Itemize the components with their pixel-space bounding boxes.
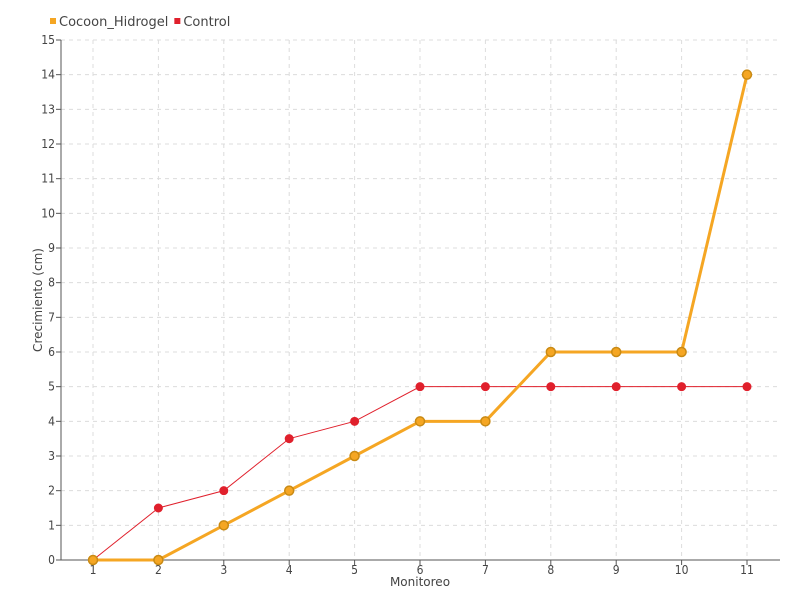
y-tick-label: 8 (48, 276, 55, 290)
data-point (153, 503, 163, 513)
data-point (218, 520, 230, 531)
data-point (676, 346, 687, 358)
data-point (546, 382, 556, 392)
x-tick-label: 5 (351, 563, 358, 577)
x-tick-label: 10 (675, 563, 689, 577)
data-point (545, 346, 557, 358)
x-axis-label: Monitoreo (390, 575, 450, 589)
data-point (87, 554, 99, 566)
legend: Cocoon_Hidrogel Control (50, 15, 230, 30)
y-axis-label: Crecimiento (cm) (31, 248, 45, 352)
series-layer (87, 69, 753, 566)
y-tick-label: 5 (48, 380, 55, 394)
data-point (415, 382, 425, 392)
y-tick-label: 12 (41, 137, 55, 151)
data-point (480, 416, 491, 427)
y-tick-label: 1 (48, 518, 55, 532)
y-tick-label: 2 (48, 484, 55, 498)
x-tick-label: 9 (613, 563, 620, 577)
x-tick-label: 7 (482, 563, 489, 577)
y-tick-label: 9 (48, 241, 55, 255)
x-tick-label: 1 (90, 563, 97, 577)
x-tick-label: 8 (547, 563, 554, 577)
y-tick-label: 6 (48, 345, 55, 359)
data-point (611, 382, 621, 392)
y-tick-label: 0 (48, 553, 55, 567)
y-tick-label: 10 (41, 206, 55, 220)
y-tick-label: 15 (41, 33, 55, 47)
y-tick-label: 14 (41, 68, 55, 82)
legend-label: Control (183, 15, 230, 30)
y-tick-label: 11 (41, 172, 55, 186)
y-tick-label: 4 (48, 414, 55, 428)
grid (61, 39, 780, 560)
data-point (480, 382, 490, 392)
data-point (284, 434, 294, 444)
x-tick-label: 11 (740, 563, 754, 577)
y-tick-label: 3 (48, 449, 55, 463)
x-tick-label: 3 (220, 563, 227, 577)
x-tick-label: 4 (286, 563, 293, 577)
series-control (88, 382, 752, 565)
data-point (677, 382, 687, 392)
data-point (742, 382, 752, 392)
series-cocoon-hidrogel (87, 69, 753, 566)
data-point (283, 485, 295, 496)
y-tick-label: 13 (41, 102, 55, 116)
x-tick-label: 2 (155, 563, 162, 577)
legend-label: Cocoon_Hidrogel (59, 15, 168, 30)
legend-swatch (50, 18, 56, 24)
data-point (610, 346, 622, 358)
data-point (741, 69, 753, 80)
data-point (219, 486, 229, 496)
legend-swatch (174, 18, 181, 24)
y-tick-label: 7 (48, 310, 55, 324)
data-point (414, 416, 426, 427)
data-point (350, 416, 360, 426)
data-point (153, 554, 164, 566)
x-tick-label: 6 (417, 563, 424, 577)
data-point (349, 450, 360, 462)
